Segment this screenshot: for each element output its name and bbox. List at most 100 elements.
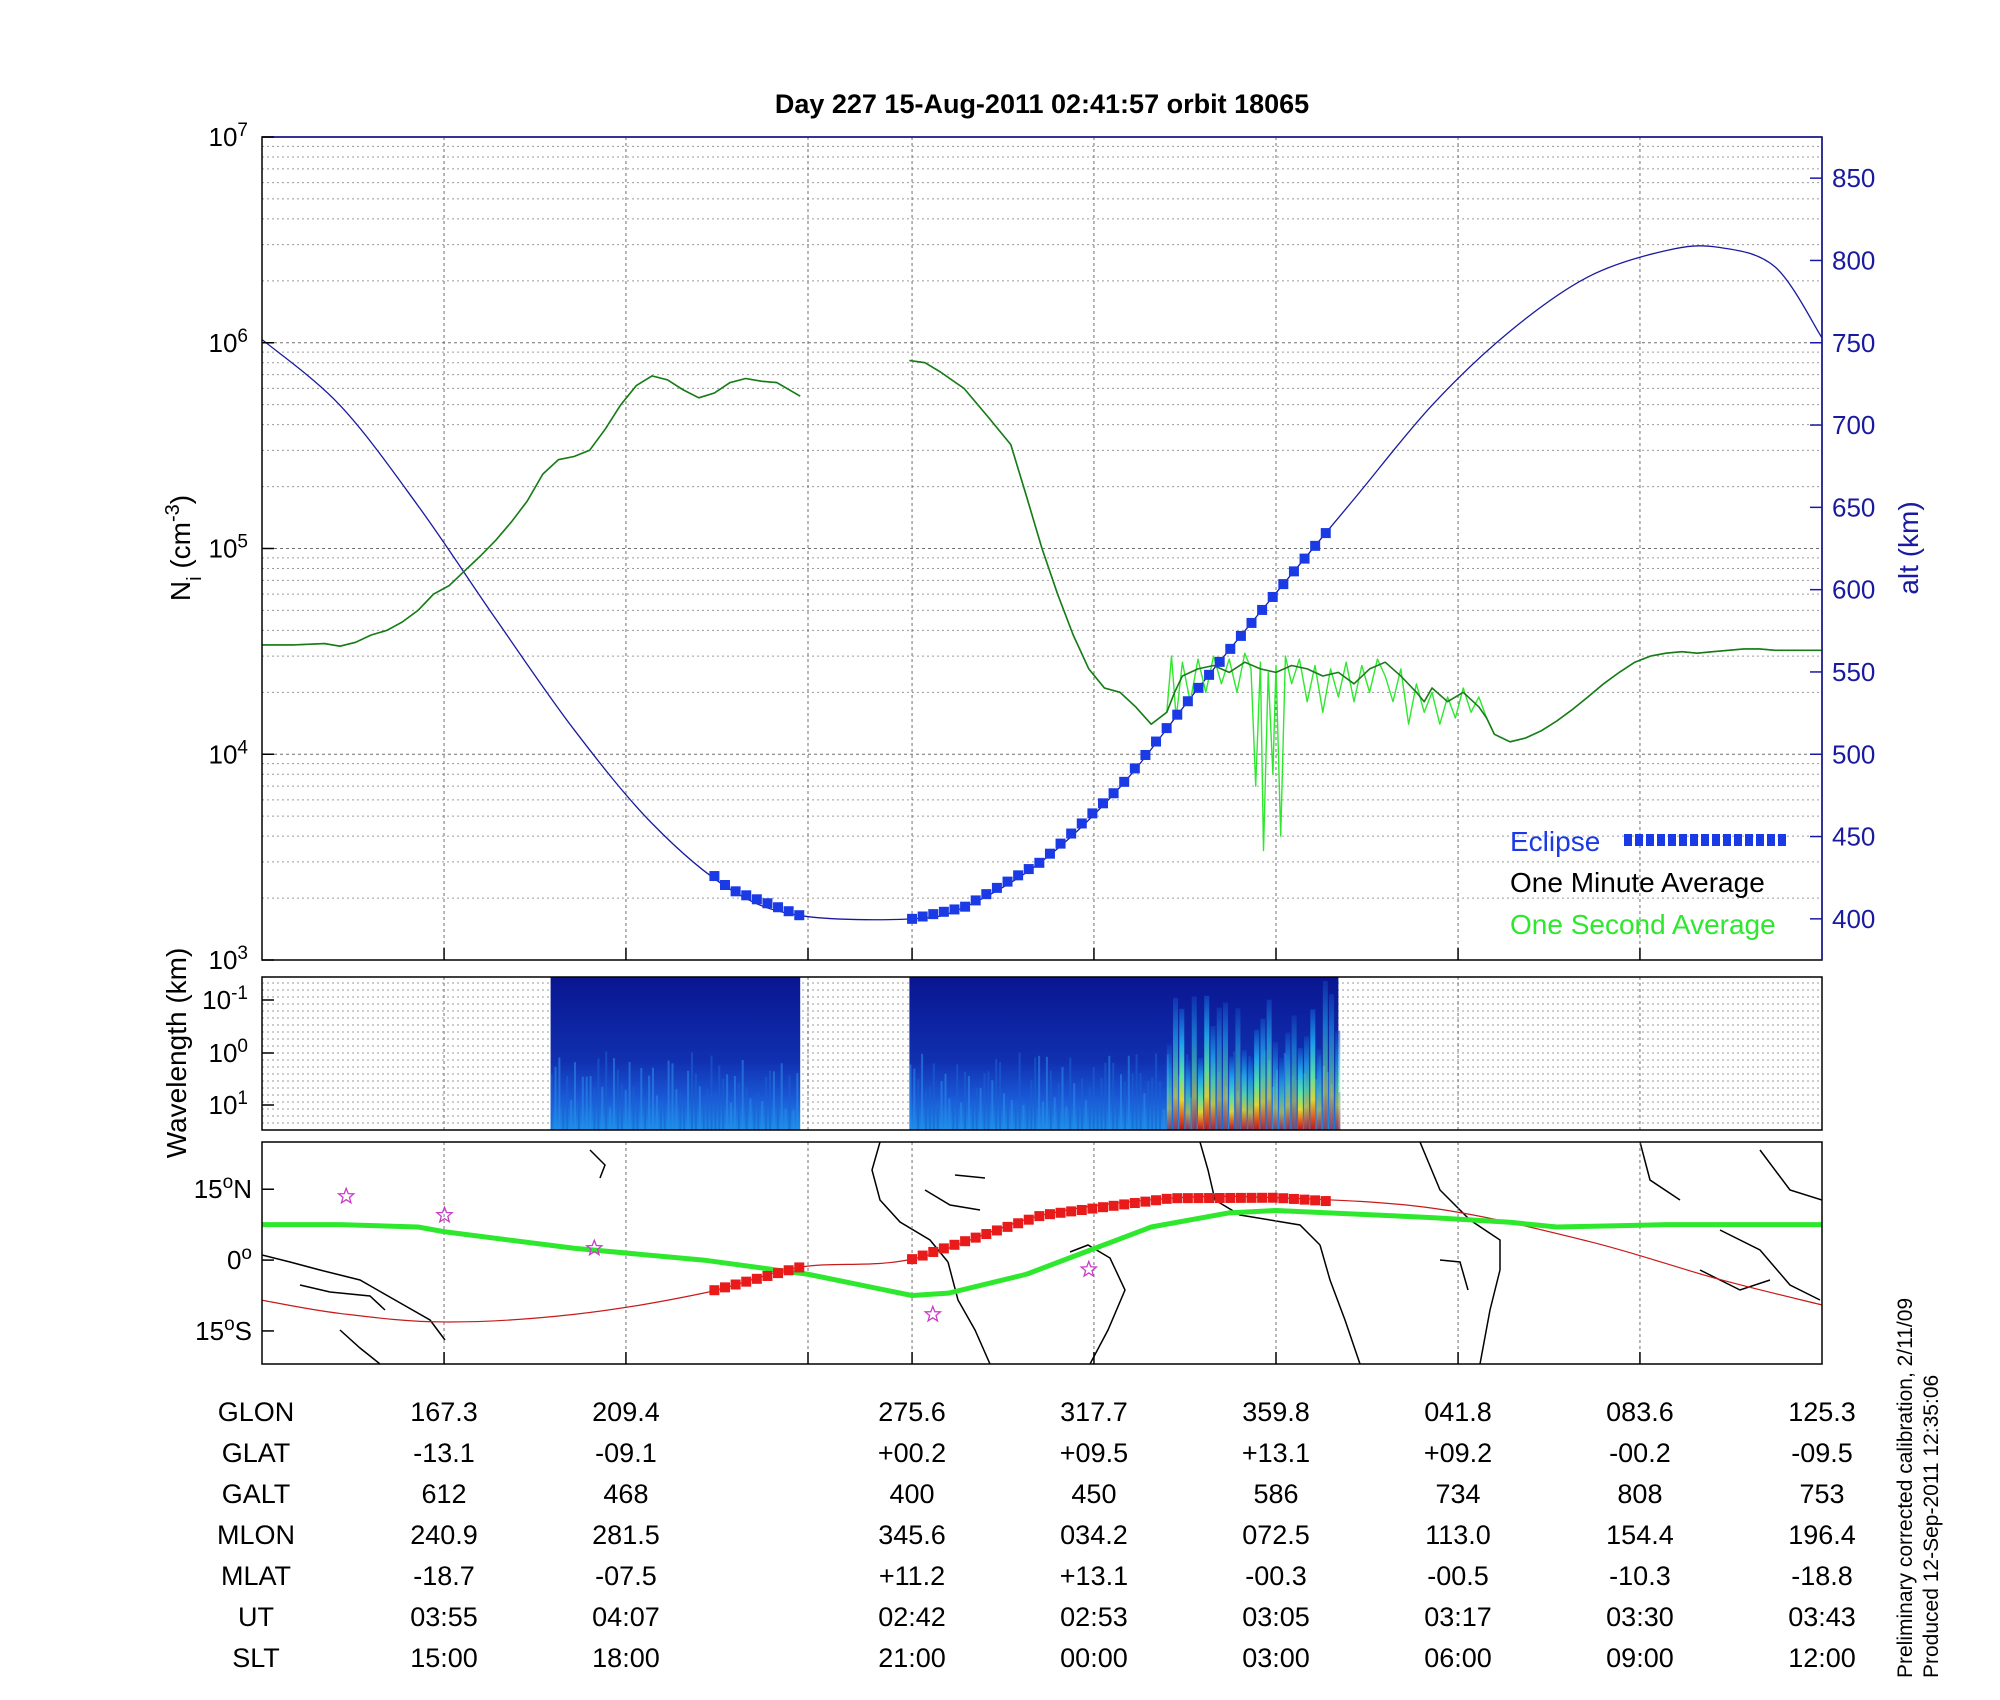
map-eclipse-marker — [981, 1229, 992, 1240]
legend-eclipse-mark — [1635, 834, 1643, 846]
spectrogram-streak — [593, 1087, 596, 1130]
map-eclipse-marker — [1087, 1203, 1098, 1214]
spectrogram-streak — [917, 1079, 920, 1130]
table-cell: 02:53 — [1060, 1602, 1128, 1632]
spectrogram-intense-streak — [1241, 1050, 1247, 1130]
spectrogram-streak — [589, 1075, 592, 1130]
spectrogram-streak — [952, 1102, 955, 1130]
star-marker — [923, 1304, 943, 1323]
spectrogram-streak — [995, 1058, 998, 1130]
spectrogram-intense-streak — [1335, 1030, 1341, 1130]
table-cell: 586 — [1253, 1479, 1298, 1509]
eclipse-marker — [762, 898, 773, 909]
spectrogram-intense-streak — [1191, 996, 1197, 1130]
spectrogram-streak — [675, 1089, 678, 1130]
alt-tick-label: 400 — [1832, 904, 1875, 934]
spectrogram-intense-streak — [1210, 1026, 1216, 1130]
table-row-label: UT — [238, 1602, 274, 1632]
table-cell: 400 — [890, 1479, 935, 1509]
spectrogram-streak — [652, 1067, 654, 1130]
map-eclipse-marker — [1151, 1195, 1162, 1206]
spectrogram-streak — [1123, 1081, 1126, 1130]
spectrogram-streak — [1104, 1062, 1107, 1130]
spectrogram-streak — [1069, 1057, 1072, 1130]
legend-eclipse-mark — [1778, 834, 1786, 846]
map-eclipse-marker — [762, 1270, 773, 1281]
spectrogram-streak — [554, 1066, 557, 1130]
map-eclipse-marker — [1108, 1200, 1119, 1211]
spectrogram-streak — [1022, 1104, 1025, 1130]
coastline — [1069, 1244, 1126, 1364]
coastline — [1719, 1229, 1821, 1301]
map-eclipse-marker — [1140, 1196, 1151, 1207]
table-cell: -18.7 — [413, 1561, 475, 1591]
spectrogram-streak — [1221, 1096, 1224, 1130]
eclipse-marker — [1034, 857, 1045, 868]
spectrogram-streak — [769, 1070, 771, 1130]
spectrogram-streak — [597, 1058, 600, 1130]
eclipse-marker — [794, 910, 805, 921]
spectrogram-intense-streak — [1316, 1048, 1322, 1130]
map-eclipse-marker — [720, 1282, 731, 1293]
spectrogram-streak — [714, 1093, 717, 1130]
table-cell: -09.5 — [1791, 1438, 1853, 1468]
alt-tick-label: 700 — [1832, 410, 1875, 440]
eclipse-marker — [1310, 540, 1321, 551]
side-note-calibration: Preliminary corrected calibration, 2/11/… — [1894, 1298, 1917, 1678]
legend: Eclipse One Minute Average One Second Av… — [1510, 826, 1786, 940]
spectrogram-streak — [644, 1097, 647, 1130]
spectrogram-streak — [925, 1091, 927, 1130]
spectrogram-streak — [683, 1098, 686, 1130]
eclipse-marker — [938, 906, 949, 917]
spectrogram-intense-streak — [1229, 1056, 1235, 1130]
ion-density-panel: 103 104 105 106 107 400 450 500 550 600 650 700 750… — [162, 120, 1924, 976]
spectrogram-streak — [784, 1108, 787, 1130]
spectrogram-intense-streak — [1216, 1007, 1222, 1130]
density-series — [262, 359, 1822, 852]
spectrogram-streak — [1143, 1093, 1146, 1130]
spectrogram-streak — [1315, 1079, 1317, 1130]
eclipse-marker — [1066, 828, 1077, 839]
table-cell: 612 — [422, 1479, 467, 1509]
map-eclipse-marker — [1278, 1193, 1289, 1204]
table-cell: 072.5 — [1242, 1520, 1310, 1550]
alt-tick-label: 650 — [1832, 492, 1875, 522]
table-cell: 00:00 — [1060, 1643, 1128, 1673]
latitude-tick-labels: 15oN 0o 15oS — [194, 1172, 274, 1346]
eclipse-marker — [1193, 682, 1204, 693]
table-cell: 04:07 — [592, 1602, 660, 1632]
spectrogram-streak — [636, 1102, 639, 1130]
spectrogram-intense-streak — [1266, 999, 1272, 1130]
spectrogram-streak — [971, 1100, 974, 1130]
map-eclipse-marker — [938, 1243, 949, 1254]
spectrogram-streak — [730, 1102, 732, 1130]
density-tick-label: 104 — [209, 737, 249, 770]
eclipse-marker — [1151, 736, 1162, 747]
wavelength-tick-label: 10-1 — [202, 983, 248, 1016]
spectrogram-streak — [1096, 1097, 1099, 1130]
spectrogram-streak — [628, 1061, 631, 1130]
spectrogram-streak — [780, 1063, 783, 1130]
map-eclipse-marker — [1288, 1193, 1299, 1204]
map-eclipse-marker — [1066, 1206, 1077, 1217]
spectrogram-streak — [776, 1095, 779, 1130]
table-cell: -07.5 — [595, 1561, 657, 1591]
spectrogram-streak — [577, 1105, 580, 1130]
table-cell: +11.2 — [879, 1561, 945, 1591]
spectrogram-streak — [913, 1068, 916, 1130]
spectrogram-streak — [975, 1087, 978, 1130]
coastline — [954, 1174, 986, 1179]
spectrogram-streak — [944, 1073, 947, 1130]
chart-title: Day 227 15-Aug-2011 02:41:57 orbit 18065 — [775, 89, 1309, 119]
latitude-tick-label: 0o — [227, 1243, 252, 1276]
table-cell: 083.6 — [1606, 1397, 1674, 1427]
eclipse-marker — [981, 889, 992, 900]
alt-line — [262, 245, 1822, 921]
coastline — [1479, 1269, 1501, 1364]
spectrogram-streak — [558, 1057, 561, 1130]
spectrogram-streak — [1252, 1104, 1255, 1130]
map-eclipse-marker — [1310, 1195, 1321, 1206]
spectrogram-streak — [1018, 1052, 1021, 1130]
eclipse-marker — [741, 890, 752, 901]
eclipse-marker — [1076, 818, 1087, 829]
